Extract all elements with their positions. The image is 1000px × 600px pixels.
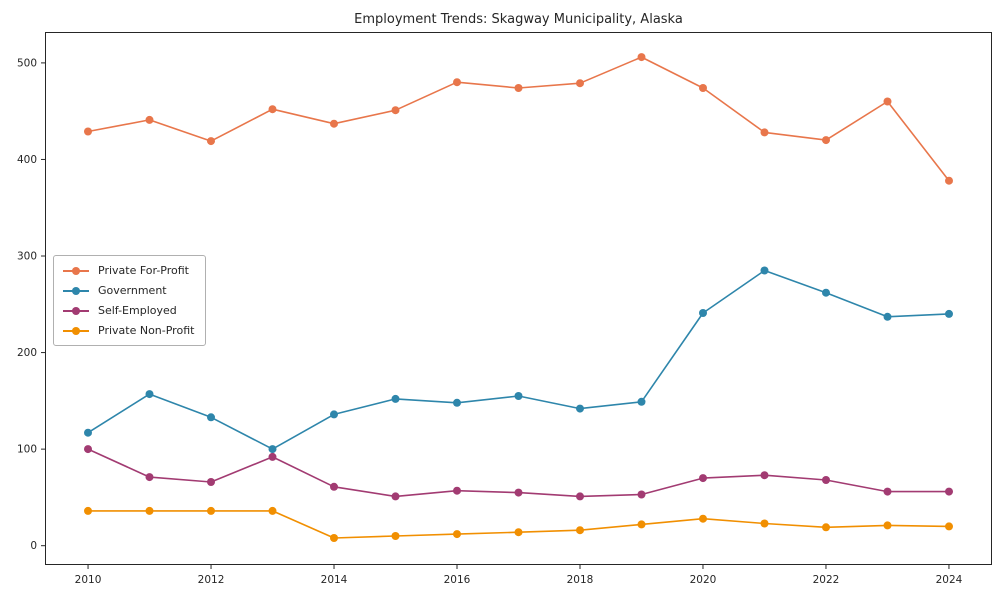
svg-text:200: 200 xyxy=(17,347,37,359)
legend-line-icon xyxy=(63,266,89,275)
legend-dot-icon xyxy=(72,326,80,335)
svg-text:500: 500 xyxy=(17,57,37,69)
legend-line-icon xyxy=(63,286,89,295)
legend-item-private-for-profit: Private For-Profit xyxy=(63,263,194,278)
legend-item-government: Government xyxy=(63,283,194,298)
svg-text:2010: 2010 xyxy=(75,574,102,586)
legend-label: Government xyxy=(98,284,167,297)
legend-dot-icon xyxy=(72,266,80,275)
svg-text:2022: 2022 xyxy=(813,574,840,586)
legend-item-self-employed: Self-Employed xyxy=(63,303,194,318)
legend: Private For-Profit Government Self-Emplo… xyxy=(53,255,207,346)
svg-text:2018: 2018 xyxy=(567,574,594,586)
legend-dot-icon xyxy=(72,306,80,315)
legend-line-icon xyxy=(63,306,89,315)
svg-text:0: 0 xyxy=(30,540,37,552)
legend-label: Private For-Profit xyxy=(98,264,189,277)
legend-line-icon xyxy=(63,326,89,335)
svg-text:400: 400 xyxy=(17,154,37,166)
svg-text:2024: 2024 xyxy=(936,574,963,586)
svg-text:2012: 2012 xyxy=(198,574,225,586)
svg-text:100: 100 xyxy=(17,444,37,456)
legend-dot-icon xyxy=(72,286,80,295)
svg-text:2016: 2016 xyxy=(444,574,471,586)
legend-item-private-non-profit: Private Non-Profit xyxy=(63,323,194,338)
svg-text:2014: 2014 xyxy=(321,574,348,586)
chart-title: Employment Trends: Skagway Municipality,… xyxy=(354,12,683,27)
legend-label: Private Non-Profit xyxy=(98,324,195,337)
legend-label: Self-Employed xyxy=(98,304,177,317)
svg-text:300: 300 xyxy=(17,251,37,263)
svg-text:2020: 2020 xyxy=(690,574,717,586)
